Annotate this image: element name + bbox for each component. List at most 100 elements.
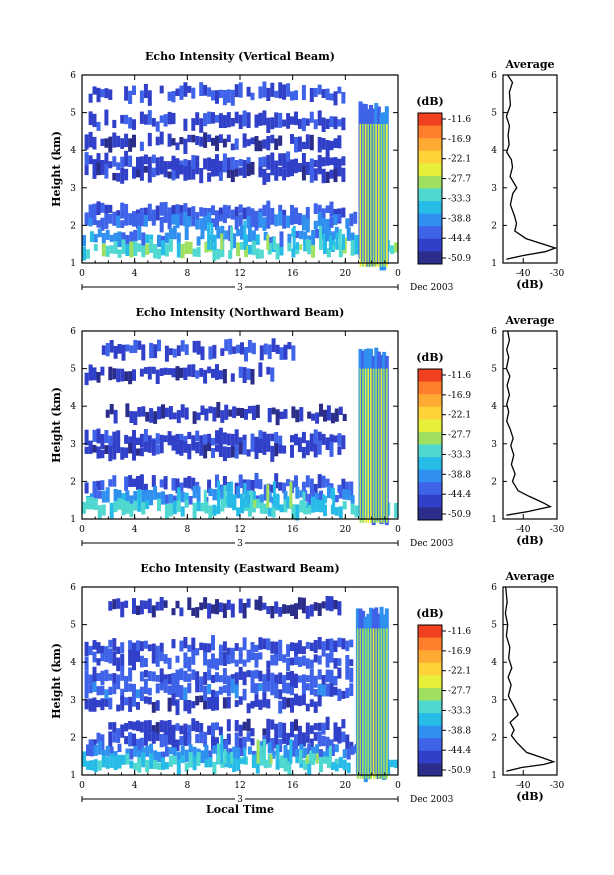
colorbar-swatch [418,625,442,639]
heatmap-cell [171,683,176,694]
heatmap-cell [88,684,93,694]
heatmap-cell [220,485,225,499]
heatmap-cell [82,235,86,246]
heatmap-cell [191,649,196,665]
heatmap-cell [211,674,215,683]
heatmap-cell [305,683,310,691]
heatmap-cell [84,684,89,699]
heatmap-cell [270,433,275,442]
heatmap-cell [287,342,292,350]
heatmap-cell [383,123,386,267]
average-x-axis-label: (dB) [516,534,543,547]
heatmap-cell [272,237,276,250]
heatmap-cell [222,641,227,652]
heatmap-cell [143,670,148,678]
heatmap-cell [143,733,148,746]
heatmap-cell [141,232,146,247]
heatmap-cell [161,240,165,256]
heatmap-cell [184,762,189,772]
heatmap-cell [230,433,235,450]
heatmap-cell [278,672,283,684]
average-y-tick-label: 5 [491,365,497,375]
heatmap-cell [215,690,219,698]
heatmap-cell [108,639,113,648]
heatmap-cell [183,138,188,154]
average-frame [502,586,558,776]
heatmap-cell [113,500,118,513]
heatmap-cell [175,214,180,229]
heatmap-cell [97,760,102,771]
colorbar-swatch [418,238,442,252]
heatmap-cell [359,123,362,267]
heatmap-cell [207,684,212,695]
heatmap-cell [195,212,200,221]
heatmap-cell [96,372,101,383]
heatmap-cell [199,443,204,456]
heatmap-cell [267,408,272,423]
heatmap-cell [294,642,298,659]
average-profile-line [505,74,558,260]
heatmap-cell [218,675,223,683]
heatmap-cell [319,403,323,417]
heatmap-cell [116,730,121,743]
heatmap-cell [222,432,227,445]
heatmap-cell [167,133,172,147]
heatmap-cell [354,242,359,255]
heatmap-cell [364,628,367,779]
heatmap-cell [294,673,298,688]
x-axis-label: Local Time [206,803,274,816]
heatmap-cell [147,671,152,681]
heatmap-cell [282,735,287,744]
heatmap-cell [175,366,180,381]
heatmap-cell [147,166,152,183]
heatmap-cell [179,164,184,175]
heatmap-cell [108,161,113,169]
heatmap-cell [220,233,224,250]
heatmap-cell [266,699,271,709]
heatmap-cell [211,722,215,737]
x-tick-label: 4 [132,525,138,535]
heatmap-cell [187,597,192,610]
heatmap-cell [211,112,215,124]
heatmap-cell [124,680,129,692]
heatmap-cell [104,138,109,148]
heatmap-cell [341,207,346,218]
heatmap-cell [286,113,291,129]
average-x-tick-label: -40 [516,781,531,791]
heatmap-cell [116,439,121,454]
heatmap-cell [108,445,113,462]
heatmap-cell [184,499,189,507]
heatmap-cell [255,404,260,418]
heatmap-cell [215,696,219,711]
heatmap-cell [259,249,264,259]
heatmap-cell [163,476,168,490]
heatmap-cell [112,732,117,743]
heatmap-cell [283,757,288,772]
y-tick-label: 1 [70,515,76,525]
heatmap-cell [290,91,294,101]
heatmap-cell [299,407,304,422]
heatmap-cell [167,161,172,170]
heatmap-cell [141,502,146,515]
heatmap-cell [321,138,326,150]
heatmap-cell [282,84,287,100]
heatmap-cell [195,112,200,126]
heatmap-cell [246,490,250,508]
heatmap-cell [167,91,172,101]
heatmap-cell [249,490,253,508]
heatmap-cell [104,689,109,700]
heatmap-cell [132,733,136,747]
heatmap-cell [179,205,184,214]
heatmap-cell [290,444,294,458]
heatmap-cell [133,491,138,503]
heatmap-cell [242,439,247,455]
heatmap-cell [250,738,255,746]
heatmap-cell [246,206,251,221]
heatmap-cell [104,669,109,682]
heatmap-cell [163,212,168,223]
heatmap-cell [204,744,209,761]
colorbar-label: -22.1 [448,667,471,677]
heatmap-cell [250,652,255,661]
heatmap-cell [246,86,251,97]
heatmap-cell [330,231,335,242]
